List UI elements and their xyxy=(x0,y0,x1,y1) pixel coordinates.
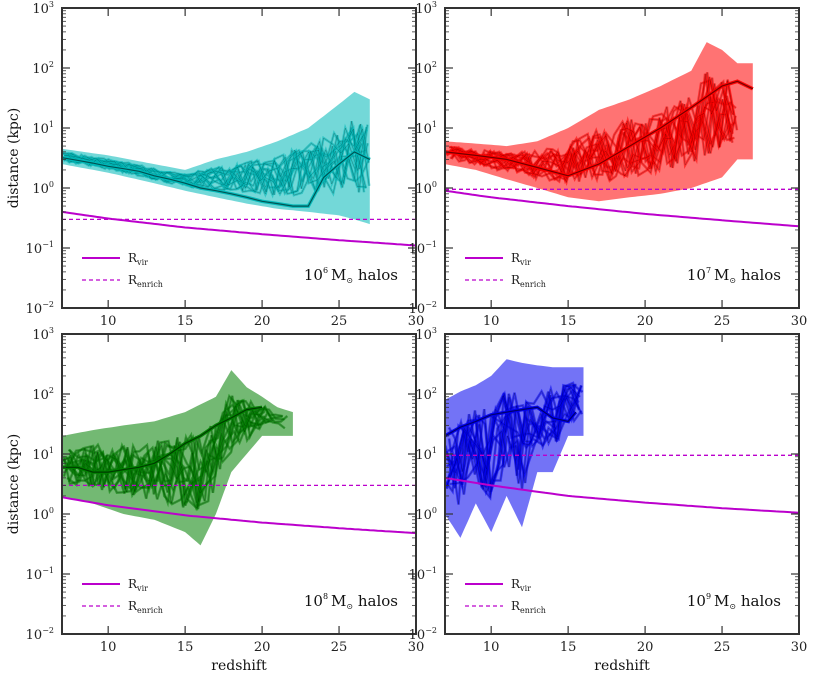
x-tick-label: 20 xyxy=(637,314,654,329)
y-tick-label: 10−2 xyxy=(26,300,54,317)
x-axis-title: redshift xyxy=(594,658,650,674)
y-tick-label: 102 xyxy=(415,60,437,77)
y-tick-label: 102 xyxy=(32,60,54,77)
y-axis-title: distance (kpc) xyxy=(6,434,22,534)
y-tick-label: 10−2 xyxy=(409,300,437,317)
y-tick-label: 102 xyxy=(415,386,437,403)
x-tick-label: 25 xyxy=(714,314,731,329)
halo-track-line xyxy=(65,403,284,494)
y-tick-label: 100 xyxy=(415,180,437,197)
x-tick-label: 15 xyxy=(560,640,577,655)
x-tick-label: 15 xyxy=(177,640,194,655)
panel-top-left: 10−2 10−1 100 101 102 103 10 15 20 25 30 distance (… xyxy=(6,0,424,329)
legend-r-enrich-label: Renrich xyxy=(128,273,163,289)
legend-r-vir-label: Rvir xyxy=(128,577,148,593)
x-tick-label: 10 xyxy=(100,640,117,655)
legend-r-vir-label: Rvir xyxy=(511,251,531,267)
y-tick-label: 101 xyxy=(415,120,437,137)
y-tick-label: 101 xyxy=(32,120,54,137)
r-vir-line xyxy=(445,476,799,514)
halo-track-line xyxy=(449,99,736,184)
data-area xyxy=(62,91,416,247)
y-tick-label: 10−2 xyxy=(26,626,54,643)
x-tick-label: 10 xyxy=(483,640,500,655)
legend-r-enrich-label: Renrich xyxy=(511,599,546,615)
axes-frame xyxy=(61,333,417,635)
halo-mass-annotation: 106 M⊙ halos xyxy=(304,266,398,285)
x-tick-label: 20 xyxy=(254,640,271,655)
x-tick-label: 25 xyxy=(331,640,348,655)
axes-frame xyxy=(444,7,800,309)
median-distance-core xyxy=(62,151,371,207)
axes-frame xyxy=(61,7,417,309)
y-tick-label: 103 xyxy=(415,0,437,17)
halo-track xyxy=(445,385,581,495)
halo-mass-annotation: 107 M⊙ halos xyxy=(687,266,781,285)
x-tick-label: 20 xyxy=(637,640,654,655)
median-distance-core xyxy=(445,406,577,437)
x-tick-label: 25 xyxy=(331,314,348,329)
x-tick-label: 30 xyxy=(791,314,808,329)
legend-r-vir-label: Rvir xyxy=(128,251,148,267)
legend-r-enrich-label: Renrich xyxy=(511,273,546,289)
x-tick-label: 10 xyxy=(100,314,117,329)
median-distance-core xyxy=(445,80,754,177)
r-vir-line xyxy=(445,189,799,228)
x-tick-label: 30 xyxy=(408,640,425,655)
panel-top-right: 10−2 10−1 100 101 102 103 10 15 20 25 30 Rvir Renric… xyxy=(409,0,808,329)
halo-track-line xyxy=(446,387,580,495)
panel-bottom-right: 10−2 10−1 100 101 102 103 10 15 20 25 30 redshift Rv… xyxy=(409,326,808,674)
x-tick-label: 30 xyxy=(408,314,425,329)
x-tick-label: 25 xyxy=(714,640,731,655)
y-tick-label: 102 xyxy=(32,386,54,403)
halo-track-line xyxy=(449,384,581,488)
y-tick-label: 100 xyxy=(32,180,54,197)
x-tick-label: 30 xyxy=(791,640,808,655)
halo-track-line xyxy=(68,151,367,195)
y-tick-label: 101 xyxy=(415,446,437,463)
r-vir-line xyxy=(62,210,416,247)
halo-track xyxy=(62,393,273,501)
halo-track xyxy=(448,99,737,187)
data-area xyxy=(445,359,799,538)
halo-track xyxy=(64,400,284,494)
halo-track xyxy=(449,383,581,488)
data-area xyxy=(445,42,799,228)
x-axis-title: redshift xyxy=(211,658,267,674)
x-tick-label: 20 xyxy=(254,314,271,329)
legend-r-vir-label: Rvir xyxy=(511,577,531,593)
halo-track xyxy=(67,149,367,197)
y-tick-label: 10−2 xyxy=(409,626,437,643)
x-tick-label: 10 xyxy=(483,314,500,329)
y-tick-label: 101 xyxy=(32,446,54,463)
median-distance-core xyxy=(62,406,263,473)
y-tick-label: 10−1 xyxy=(409,240,437,257)
r-vir-line xyxy=(62,496,416,535)
x-tick-label: 15 xyxy=(177,314,194,329)
halo-mass-annotation: 108 M⊙ halos xyxy=(304,592,398,611)
y-tick-label: 10−1 xyxy=(409,566,437,583)
halo-track-line xyxy=(63,395,272,501)
y-tick-label: 103 xyxy=(415,326,437,343)
y-tick-label: 100 xyxy=(32,506,54,523)
y-tick-label: 10−1 xyxy=(26,240,54,257)
panel-bottom-left: 10−2 10−1 100 101 102 103 10 15 20 25 30 distance (… xyxy=(6,326,424,674)
y-tick-label: 103 xyxy=(32,326,54,343)
halo-mass-annotation: 109 M⊙ halos xyxy=(687,592,781,611)
y-tick-label: 10−1 xyxy=(26,566,54,583)
axes-frame xyxy=(444,333,800,635)
y-tick-label: 100 xyxy=(415,506,437,523)
data-area xyxy=(62,370,416,546)
y-axis-title: distance (kpc) xyxy=(6,108,22,208)
legend-r-enrich-label: Renrich xyxy=(128,599,163,615)
y-tick-label: 103 xyxy=(32,0,54,17)
x-tick-label: 15 xyxy=(560,314,577,329)
